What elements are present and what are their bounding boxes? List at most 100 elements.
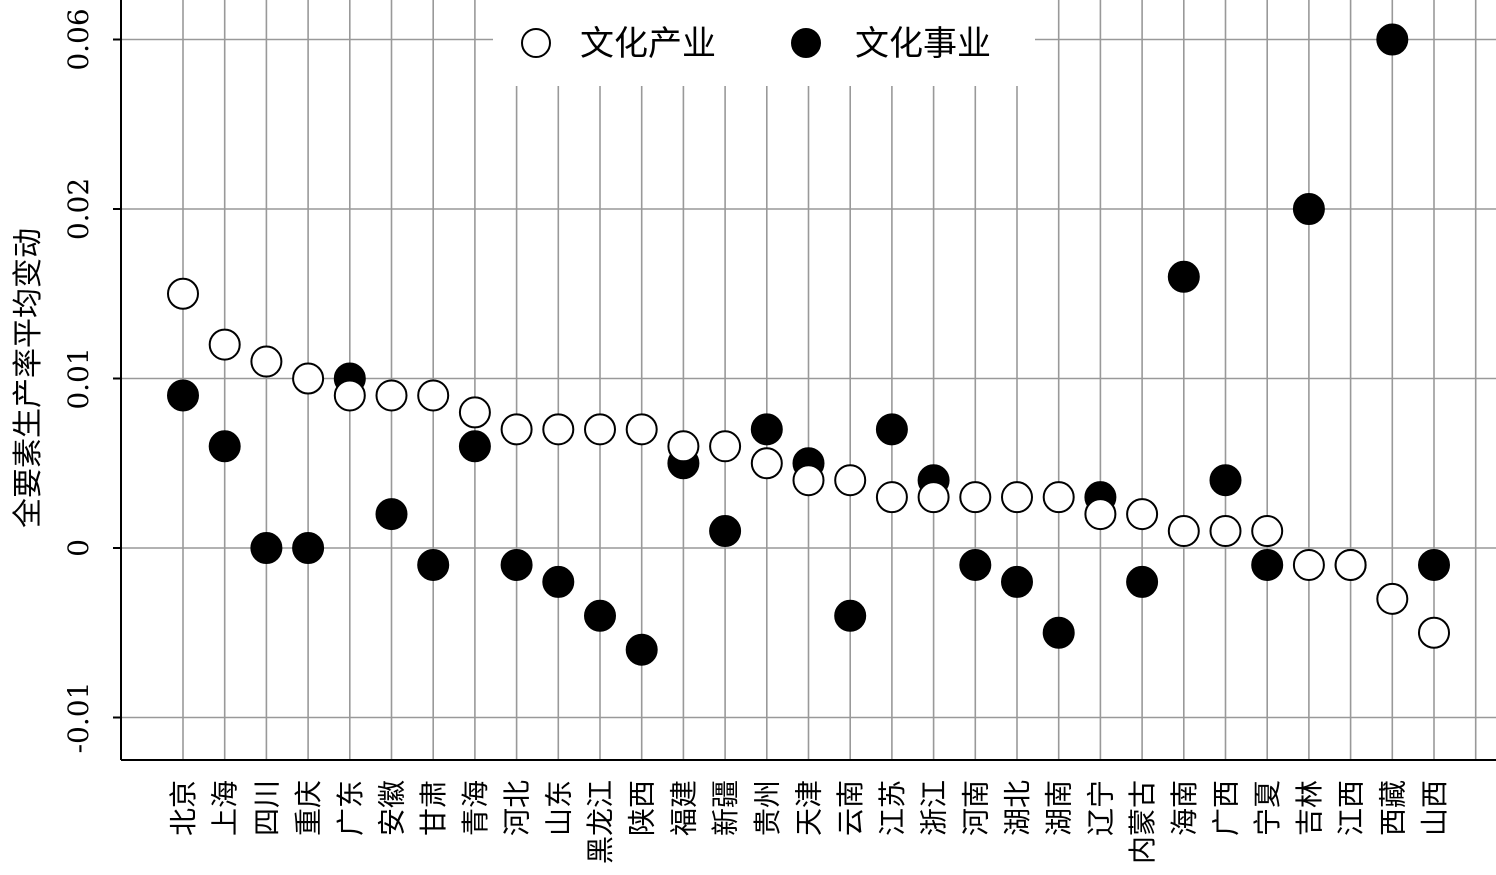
- point-文化产业-新疆: [709, 430, 742, 463]
- point-文化事业-安徽: [375, 498, 408, 531]
- x-tick-label: 山西: [1418, 780, 1451, 836]
- x-tick-label: 河南: [959, 780, 992, 836]
- point-文化事业-广西: [1209, 464, 1242, 497]
- point-文化产业-陕西: [625, 413, 658, 446]
- x-tick-label: 江西: [1335, 780, 1368, 836]
- x-tick-label: 江苏: [876, 780, 909, 836]
- point-文化产业-广西: [1209, 515, 1242, 548]
- point-文化产业-山东: [542, 413, 575, 446]
- x-tick-label: 内蒙古: [1126, 780, 1159, 864]
- x-tick-label: 湖南: [1043, 780, 1076, 836]
- x-tick-label: 广东: [334, 780, 367, 836]
- point-文化事业-湖北: [1001, 565, 1033, 598]
- point-文化事业-四川: [250, 532, 283, 564]
- point-文化事业-黑龙江: [584, 599, 616, 632]
- legend-label: 文化事业: [855, 24, 991, 64]
- data-points: [167, 23, 1450, 666]
- point-文化产业-云南: [834, 464, 867, 497]
- point-文化事业-江苏: [875, 413, 908, 446]
- x-tick-labels: 北京 上海 四川 重庆 广东 安徽 甘肃 青海 河北 山东 黑龙江 陕西 福建 新疆 贵州 天津 云南 江苏 浙江河…: [167, 780, 1451, 864]
- x-tick-label: 上海: [209, 780, 242, 836]
- y-tick-label: 0.01: [62, 347, 95, 409]
- point-文化产业-江苏: [875, 481, 908, 514]
- legend-marker-open: [521, 28, 551, 58]
- point-文化事业-北京: [167, 379, 199, 412]
- grid: [121, 0, 1496, 760]
- x-tick-label: 甘肃: [417, 780, 450, 836]
- y-tick-label: 0.06: [62, 8, 95, 70]
- y-tick-label: -0.01: [62, 682, 95, 754]
- y-tick-label: 0: [62, 539, 95, 557]
- legend: 文化产业 文化事业: [521, 24, 991, 64]
- x-tick-label: 陕西: [626, 780, 659, 836]
- x-tick-label: 青海: [459, 780, 492, 836]
- point-文化产业-吉林: [1292, 548, 1325, 581]
- y-tick-label: 0.02: [62, 178, 95, 240]
- point-文化事业-上海: [208, 430, 241, 463]
- x-tick-label: 云南: [834, 780, 867, 836]
- point-文化产业-内蒙古: [1126, 498, 1159, 531]
- point-文化事业-青海: [458, 430, 491, 463]
- point-文化产业-湖南: [1042, 481, 1075, 514]
- point-文化事业-重庆: [292, 532, 325, 564]
- x-tick-label: 辽宁: [1084, 780, 1117, 836]
- x-tick-label: 贵州: [751, 780, 784, 836]
- point-文化产业-天津: [792, 464, 825, 497]
- point-文化事业-湖南: [1042, 616, 1075, 649]
- point-文化事业-河北: [500, 548, 533, 581]
- point-文化产业-黑龙江: [584, 413, 616, 446]
- x-tick-label: 宁夏: [1251, 780, 1284, 836]
- point-文化产业-湖北: [1001, 481, 1033, 514]
- point-文化产业-贵州: [750, 447, 783, 480]
- point-文化产业-四川: [250, 345, 283, 378]
- point-文化产业-重庆: [292, 362, 325, 395]
- point-文化产业-江西: [1334, 548, 1367, 581]
- x-tick-label: 四川: [250, 780, 283, 836]
- x-tick-label: 北京: [167, 780, 200, 836]
- point-文化产业-宁夏: [1251, 515, 1284, 548]
- point-文化事业-山西: [1418, 548, 1450, 581]
- y-axis-title: 全要素生产率平均变动: [11, 228, 46, 528]
- x-tick-label: 湖北: [1001, 780, 1034, 836]
- point-文化事业-贵州: [750, 413, 783, 446]
- point-文化产业-北京: [167, 277, 199, 310]
- point-文化事业-西藏: [1376, 23, 1409, 56]
- x-tick-label: 天津: [793, 780, 826, 836]
- point-文化产业-甘肃: [417, 379, 450, 412]
- point-文化事业-陕西: [625, 633, 658, 666]
- x-tick-label: 河北: [501, 780, 534, 836]
- point-文化事业-内蒙古: [1126, 565, 1159, 598]
- point-文化事业-甘肃: [417, 548, 450, 581]
- point-文化事业-宁夏: [1251, 548, 1284, 581]
- point-文化产业-河南: [959, 481, 992, 514]
- point-文化事业-云南: [834, 599, 867, 632]
- point-文化产业-上海: [208, 328, 241, 361]
- axes: -0.01 0 0.01 0.02 0.06: [62, 0, 1496, 761]
- x-tick-label: 西藏: [1376, 780, 1409, 836]
- point-文化产业-浙江: [917, 481, 950, 514]
- x-tick-label: 新疆: [709, 780, 742, 836]
- x-tick-label: 黑龙江: [584, 780, 617, 864]
- point-文化事业-河南: [959, 548, 992, 581]
- point-文化产业-青海: [458, 396, 491, 429]
- x-tick-label: 福建: [667, 780, 700, 836]
- point-文化产业-山西: [1418, 616, 1450, 649]
- x-tick-label: 广西: [1210, 780, 1243, 836]
- legend-label: 文化产业: [580, 24, 716, 64]
- point-文化事业-山东: [542, 565, 575, 598]
- point-文化产业-西藏: [1376, 582, 1409, 615]
- point-文化产业-安徽: [375, 379, 408, 412]
- x-tick-label: 山东: [542, 780, 575, 836]
- x-tick-label: 吉林: [1293, 780, 1326, 836]
- x-tick-label: 重庆: [292, 780, 325, 836]
- point-文化产业-广东: [333, 379, 366, 412]
- point-文化事业-吉林: [1292, 193, 1325, 225]
- x-tick-label: 安徽: [376, 780, 409, 836]
- point-文化产业-福建: [667, 430, 700, 463]
- point-文化事业-海南: [1167, 260, 1200, 293]
- x-tick-label: 浙江: [918, 780, 951, 836]
- point-文化事业-新疆: [709, 515, 742, 548]
- point-文化产业-辽宁: [1084, 498, 1117, 531]
